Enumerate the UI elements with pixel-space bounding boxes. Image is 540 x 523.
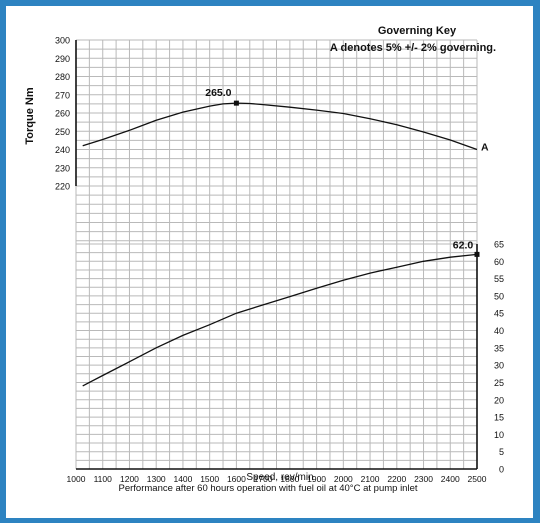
power-tick-label: 0	[499, 465, 504, 475]
grid-lines	[75, 39, 478, 470]
x-tick-label: 1500	[200, 474, 219, 484]
power-tick-label: 5	[499, 447, 504, 457]
x-tick-label: 1800	[280, 474, 299, 484]
torque-tick-label: 240	[55, 145, 70, 155]
torque-tick-label: 270	[55, 90, 70, 100]
power-tick-label: 15	[494, 413, 504, 423]
power-tick-label: 30	[494, 361, 504, 371]
x-axis-label: Speed, rev/min	[246, 472, 313, 483]
power-tick-label: 10	[494, 430, 504, 440]
power-tick-label: 20	[494, 395, 504, 405]
series-lines	[82, 100, 480, 387]
torque-tick-label: 260	[55, 109, 70, 119]
power-tick-label: 40	[494, 326, 504, 336]
x-tick-label: 1600	[227, 474, 246, 484]
governing-key-text: A denotes 5% +/- 2% governing.	[330, 42, 496, 54]
power-tick-label: 55	[494, 274, 504, 284]
x-tick-label: 2500	[468, 474, 487, 484]
x-tick-label: 1400	[173, 474, 192, 484]
torque-peak-marker	[233, 100, 239, 106]
torque-tick-label: 220	[55, 182, 70, 192]
torque-tick-label: 300	[55, 36, 70, 46]
power-tick-label: 45	[494, 309, 504, 319]
power-end-marker	[474, 251, 480, 257]
power-tick-label: 65	[494, 240, 504, 250]
x-tick-label: 2200	[387, 474, 406, 484]
chart-frame: 220 230 240 250 260 270 280 290 300 0 5 10 15 20 25 30 3…	[6, 6, 533, 518]
power-tick-label: 50	[494, 291, 504, 301]
engine-performance-chart: 220 230 240 250 260 270 280 290 300 0 5 10 15 20 25 30 3…	[24, 25, 504, 494]
x-tick-label: 1700	[254, 474, 273, 484]
x-tick-label: 1900	[307, 474, 326, 484]
power-tick-label: 60	[494, 257, 504, 267]
governing-point-label: A	[481, 142, 489, 154]
torque-tick-label: 250	[55, 127, 70, 137]
x-tick-label: 2100	[361, 474, 380, 484]
x-tick-label: 1100	[94, 474, 113, 484]
chart-labels: Governing Key A denotes 5% +/- 2% govern…	[24, 25, 496, 494]
torque-peak-label: 265.0	[205, 87, 231, 99]
x-tick-label: 2300	[414, 474, 433, 484]
power-end-label: 62.0	[453, 239, 474, 251]
torque-tick-label: 290	[55, 54, 70, 64]
power-tick-label: 35	[494, 343, 504, 353]
torque-axis-label: Torque Nm	[24, 87, 36, 144]
tick-labels: 220 230 240 250 260 270 280 290 300 0 5 10 15 20 25 30 3…	[55, 36, 504, 485]
torque-tick-label: 230	[55, 163, 70, 173]
x-tick-label: 1300	[147, 474, 166, 484]
torque-curve	[82, 102, 478, 151]
chart-axes	[75, 40, 478, 470]
x-tick-label: 2000	[334, 474, 353, 484]
torque-tick-label: 280	[55, 72, 70, 82]
x-tick-label: 1200	[120, 474, 139, 484]
power-curve	[82, 253, 478, 387]
x-tick-label: 2400	[441, 474, 460, 484]
governing-key-title: Governing Key	[378, 25, 457, 37]
power-tick-label: 25	[494, 378, 504, 388]
x-tick-label: 1000	[67, 474, 86, 484]
footnote: Performance after 60 hours operation wit…	[119, 483, 418, 494]
